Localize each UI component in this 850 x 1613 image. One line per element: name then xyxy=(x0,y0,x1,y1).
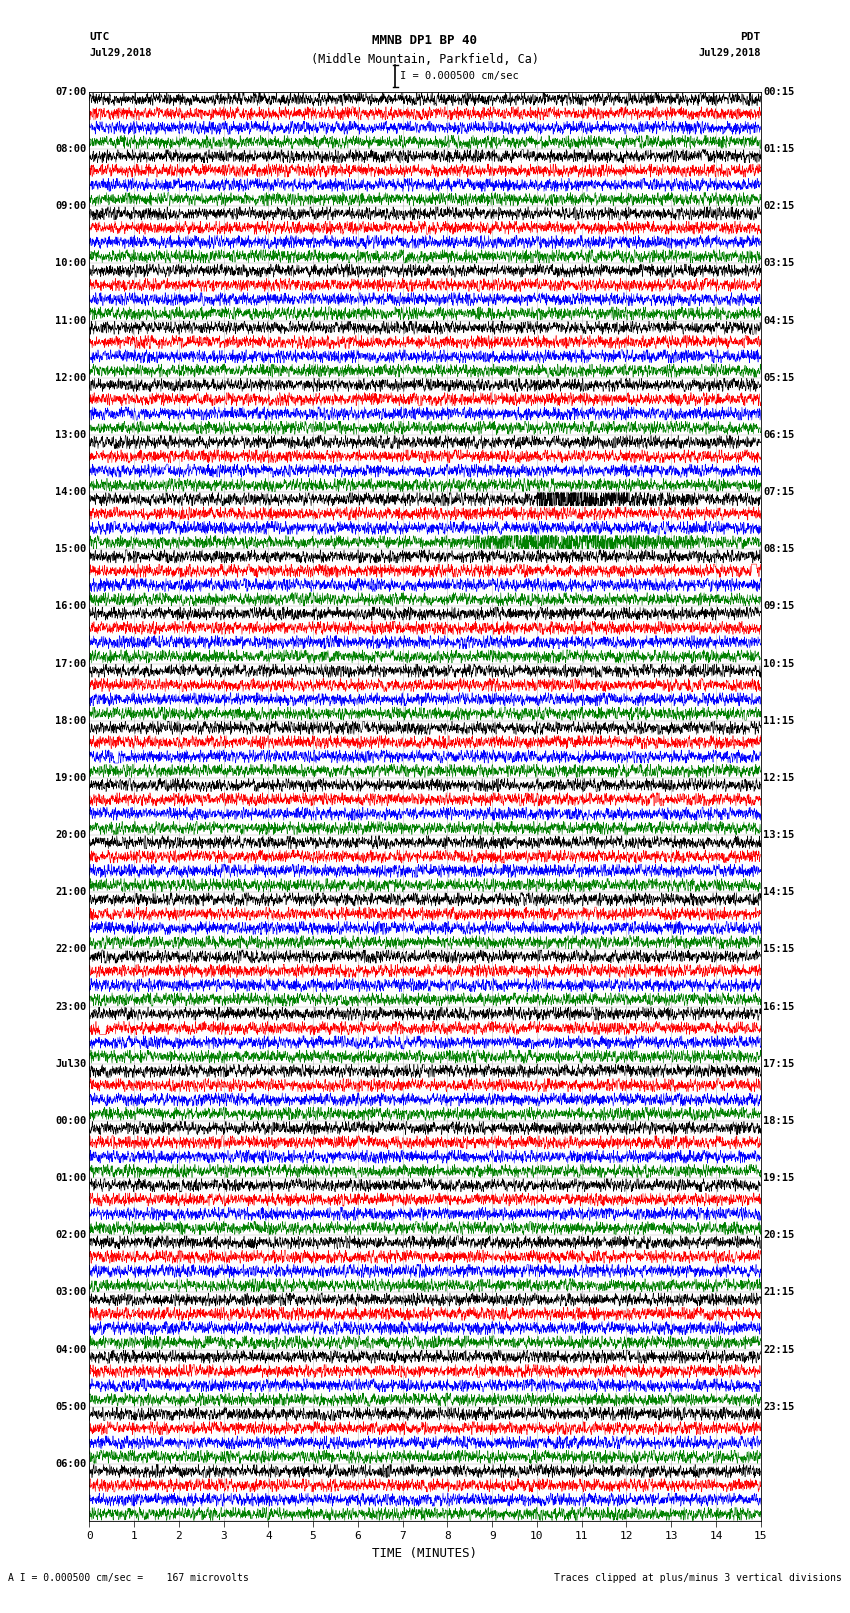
Text: 04:15: 04:15 xyxy=(763,316,795,326)
Text: 19:00: 19:00 xyxy=(55,773,87,782)
Text: 05:00: 05:00 xyxy=(55,1402,87,1411)
Text: 23:15: 23:15 xyxy=(763,1402,795,1411)
Text: 22:15: 22:15 xyxy=(763,1345,795,1355)
Text: Jul29,2018: Jul29,2018 xyxy=(89,48,152,58)
Text: 03:00: 03:00 xyxy=(55,1287,87,1297)
Text: 10:00: 10:00 xyxy=(55,258,87,268)
Text: 18:00: 18:00 xyxy=(55,716,87,726)
Text: 19:15: 19:15 xyxy=(763,1173,795,1182)
Text: (Middle Mountain, Parkfield, Ca): (Middle Mountain, Parkfield, Ca) xyxy=(311,53,539,66)
Text: PDT: PDT xyxy=(740,32,761,42)
Text: Jul29,2018: Jul29,2018 xyxy=(698,48,761,58)
Text: 11:15: 11:15 xyxy=(763,716,795,726)
Text: 06:15: 06:15 xyxy=(763,431,795,440)
Text: 02:00: 02:00 xyxy=(55,1231,87,1240)
Text: 00:00: 00:00 xyxy=(55,1116,87,1126)
Text: 04:00: 04:00 xyxy=(55,1345,87,1355)
Text: 10:15: 10:15 xyxy=(763,658,795,668)
Text: 22:00: 22:00 xyxy=(55,945,87,955)
Text: 00:15: 00:15 xyxy=(763,87,795,97)
Text: 02:15: 02:15 xyxy=(763,202,795,211)
Text: 21:15: 21:15 xyxy=(763,1287,795,1297)
Text: 01:15: 01:15 xyxy=(763,144,795,155)
Text: UTC: UTC xyxy=(89,32,110,42)
Text: Jul30: Jul30 xyxy=(55,1058,87,1069)
Text: 15:15: 15:15 xyxy=(763,945,795,955)
Text: 13:00: 13:00 xyxy=(55,431,87,440)
Text: 11:00: 11:00 xyxy=(55,316,87,326)
Text: 08:00: 08:00 xyxy=(55,144,87,155)
Text: 03:15: 03:15 xyxy=(763,258,795,268)
Text: 08:15: 08:15 xyxy=(763,544,795,555)
Text: 20:00: 20:00 xyxy=(55,831,87,840)
Text: 20:15: 20:15 xyxy=(763,1231,795,1240)
Text: 17:00: 17:00 xyxy=(55,658,87,668)
Text: 14:15: 14:15 xyxy=(763,887,795,897)
Text: 12:00: 12:00 xyxy=(55,373,87,382)
X-axis label: TIME (MINUTES): TIME (MINUTES) xyxy=(372,1547,478,1560)
Text: A I = 0.000500 cm/sec =    167 microvolts: A I = 0.000500 cm/sec = 167 microvolts xyxy=(8,1573,249,1582)
Text: 01:00: 01:00 xyxy=(55,1173,87,1182)
Text: 17:15: 17:15 xyxy=(763,1058,795,1069)
Text: 15:00: 15:00 xyxy=(55,544,87,555)
Text: 09:00: 09:00 xyxy=(55,202,87,211)
Text: MMNB DP1 BP 40: MMNB DP1 BP 40 xyxy=(372,34,478,47)
Text: 09:15: 09:15 xyxy=(763,602,795,611)
Text: 16:00: 16:00 xyxy=(55,602,87,611)
Text: I = 0.000500 cm/sec: I = 0.000500 cm/sec xyxy=(400,71,518,81)
Text: 13:15: 13:15 xyxy=(763,831,795,840)
Text: 23:00: 23:00 xyxy=(55,1002,87,1011)
Text: 12:15: 12:15 xyxy=(763,773,795,782)
Text: 16:15: 16:15 xyxy=(763,1002,795,1011)
Text: 07:00: 07:00 xyxy=(55,87,87,97)
Text: Traces clipped at plus/minus 3 vertical divisions: Traces clipped at plus/minus 3 vertical … xyxy=(553,1573,842,1582)
Text: 14:00: 14:00 xyxy=(55,487,87,497)
Text: 21:00: 21:00 xyxy=(55,887,87,897)
Text: 07:15: 07:15 xyxy=(763,487,795,497)
Text: 18:15: 18:15 xyxy=(763,1116,795,1126)
Text: 05:15: 05:15 xyxy=(763,373,795,382)
Text: 06:00: 06:00 xyxy=(55,1458,87,1469)
